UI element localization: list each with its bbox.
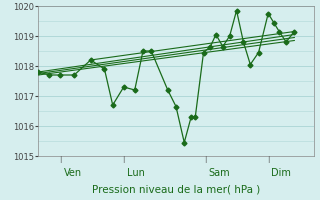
Text: |: | xyxy=(123,156,125,163)
Text: Lun: Lun xyxy=(127,168,145,178)
Text: Ven: Ven xyxy=(64,168,82,178)
Text: |: | xyxy=(204,156,206,163)
Text: Sam: Sam xyxy=(208,168,230,178)
Text: |: | xyxy=(59,156,62,163)
Text: Dim: Dim xyxy=(271,168,291,178)
Text: Pression niveau de la mer( hPa ): Pression niveau de la mer( hPa ) xyxy=(92,184,260,194)
Text: |: | xyxy=(267,156,269,163)
